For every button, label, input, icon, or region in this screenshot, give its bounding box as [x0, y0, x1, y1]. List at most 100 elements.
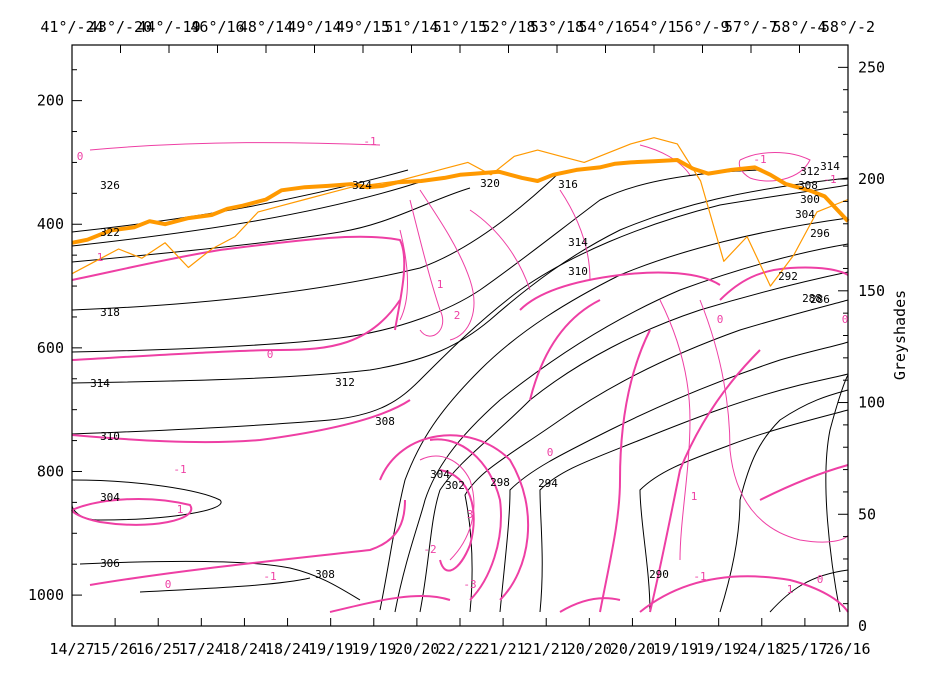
- theta-label: 310: [100, 430, 120, 443]
- contour-field: [71, 142, 849, 613]
- y-left-tick-label: 1000: [28, 586, 64, 604]
- pv-isoline-thick-0: [71, 235, 406, 331]
- x-tick-label: 19/19: [351, 640, 396, 658]
- pv-label: 0: [817, 573, 824, 586]
- theta-label: 290: [649, 568, 669, 581]
- theta-label: 304: [100, 491, 120, 504]
- theta-label: 326: [100, 179, 120, 192]
- pv-label: -1: [263, 570, 276, 583]
- pv-isoline-thick-2: [71, 399, 411, 444]
- theta-label: 306: [100, 557, 120, 570]
- theta-isoline-3: [71, 171, 561, 311]
- x-tick-label: 18/24: [265, 640, 310, 658]
- pv-isoline-thin-0: [89, 142, 381, 151]
- x-top-tick-label: 44°/-19: [137, 18, 200, 36]
- theta-label: 298: [490, 476, 510, 489]
- pv-isoline-thin-1: [419, 189, 475, 341]
- pv-label: 0: [77, 150, 84, 163]
- theta-label: 314: [90, 377, 110, 390]
- y-left-tick-label: 600: [37, 339, 64, 357]
- pv-label: -1: [363, 135, 376, 148]
- x-top-tick-label: 58°/-2: [821, 18, 875, 36]
- x-tick-label: 16/25: [136, 640, 181, 658]
- pv-label: -2: [423, 543, 436, 556]
- theta-isoline-8: [79, 560, 361, 601]
- pv-isoline-thick-7: [439, 469, 475, 572]
- theta-label: 324: [352, 179, 372, 192]
- theta-label: 286: [810, 293, 830, 306]
- pv-label: 2: [454, 309, 461, 322]
- theta-label: 314: [820, 160, 840, 173]
- y-right-axis-title: Greyshades: [891, 290, 909, 380]
- y-left-tick-label: 200: [37, 92, 64, 110]
- pv-isoline-thick-3: [71, 497, 193, 526]
- theta-label: 302: [445, 479, 465, 492]
- theta-label: 312: [335, 376, 355, 389]
- x-tick-label: 26/16: [825, 640, 870, 658]
- x-top-tick-label: 49°/14: [287, 18, 341, 36]
- pv-label: 0: [165, 578, 172, 591]
- pv-isoline-thick-16: [559, 597, 621, 613]
- theta-label: 304: [795, 208, 815, 221]
- pv-isoline-thin-6: [639, 144, 691, 176]
- theta-label: 310: [568, 265, 588, 278]
- theta-isoline-13: [464, 299, 849, 613]
- pv-isoline-thin-8: [699, 299, 849, 543]
- theta-isoline-1: [71, 181, 421, 247]
- x-tick-label: 20/20: [394, 640, 439, 658]
- theta-isoline-17: [719, 389, 849, 613]
- x-tick-label: 25/17: [782, 640, 827, 658]
- pv-isoline-thick-6: [429, 438, 502, 601]
- pv-isoline-thick-14: [639, 575, 849, 613]
- theta-label: 318: [100, 306, 120, 319]
- x-tick-label: 14/27: [49, 640, 94, 658]
- theta-isoline-4: [71, 169, 761, 353]
- pv-isoline-thick-9: [529, 299, 601, 401]
- pv-isoline-thick-15: [329, 594, 451, 613]
- y-left-tick-label: 400: [37, 215, 64, 233]
- pv-label: 1: [787, 583, 794, 596]
- x-top-tick-label: 54°/16: [578, 18, 632, 36]
- pv-isoline-thin-2: [409, 199, 444, 337]
- theta-label: 294: [538, 477, 558, 490]
- pv-label: 0: [717, 313, 724, 326]
- x-tick-label: 21/21: [524, 640, 569, 658]
- x-top-tick-label: 52°/18: [481, 18, 535, 36]
- axes-layer: 2004006008001000050100150200250Greyshade…: [28, 18, 909, 658]
- theta-label: 288: [802, 292, 822, 305]
- y-right-tick-label: 250: [858, 58, 885, 76]
- pv-isoline-thick-4: [89, 499, 406, 586]
- pv-isoline-thick-10: [599, 329, 651, 613]
- y-right-tick-label: 50: [858, 505, 876, 523]
- theta-isoline-9: [139, 577, 311, 593]
- y-left-tick-label: 800: [37, 462, 64, 480]
- pv-label: 0: [267, 348, 274, 361]
- pv-isoline-thick-11: [649, 349, 761, 613]
- y-right-tick-label: 100: [858, 394, 885, 412]
- pv-isoline-thick-13: [759, 464, 849, 501]
- x-tick-label: 22/22: [437, 640, 482, 658]
- theta-isoline-11: [394, 243, 849, 613]
- theta-isoline-12: [419, 271, 849, 613]
- pv-label: 1: [177, 503, 184, 516]
- x-tick-label: 18/24: [222, 640, 267, 658]
- pv-label: -1: [753, 153, 766, 166]
- y-right-tick-label: 200: [858, 170, 885, 188]
- pv-isoline-thin-4: [469, 209, 531, 291]
- x-top-tick-label: 54°/1: [631, 18, 676, 36]
- theta-label: 308: [798, 179, 818, 192]
- series-line-0: [71, 158, 850, 245]
- theta-isoline-16: [639, 409, 849, 613]
- pv-label: -1: [693, 570, 706, 583]
- x-tick-label: 15/26: [93, 640, 138, 658]
- theta-label: 312: [800, 165, 820, 178]
- pv-label: 1: [691, 490, 698, 503]
- theta-isoline-19: [825, 374, 849, 613]
- theta-label: 308: [315, 568, 335, 581]
- x-top-tick-label: 56°/-9: [675, 18, 729, 36]
- pv-label: -1: [823, 173, 836, 186]
- theta-label: 304: [430, 468, 450, 481]
- pv-label: 1: [97, 251, 104, 264]
- x-top-tick-label: 57°/-7: [724, 18, 778, 36]
